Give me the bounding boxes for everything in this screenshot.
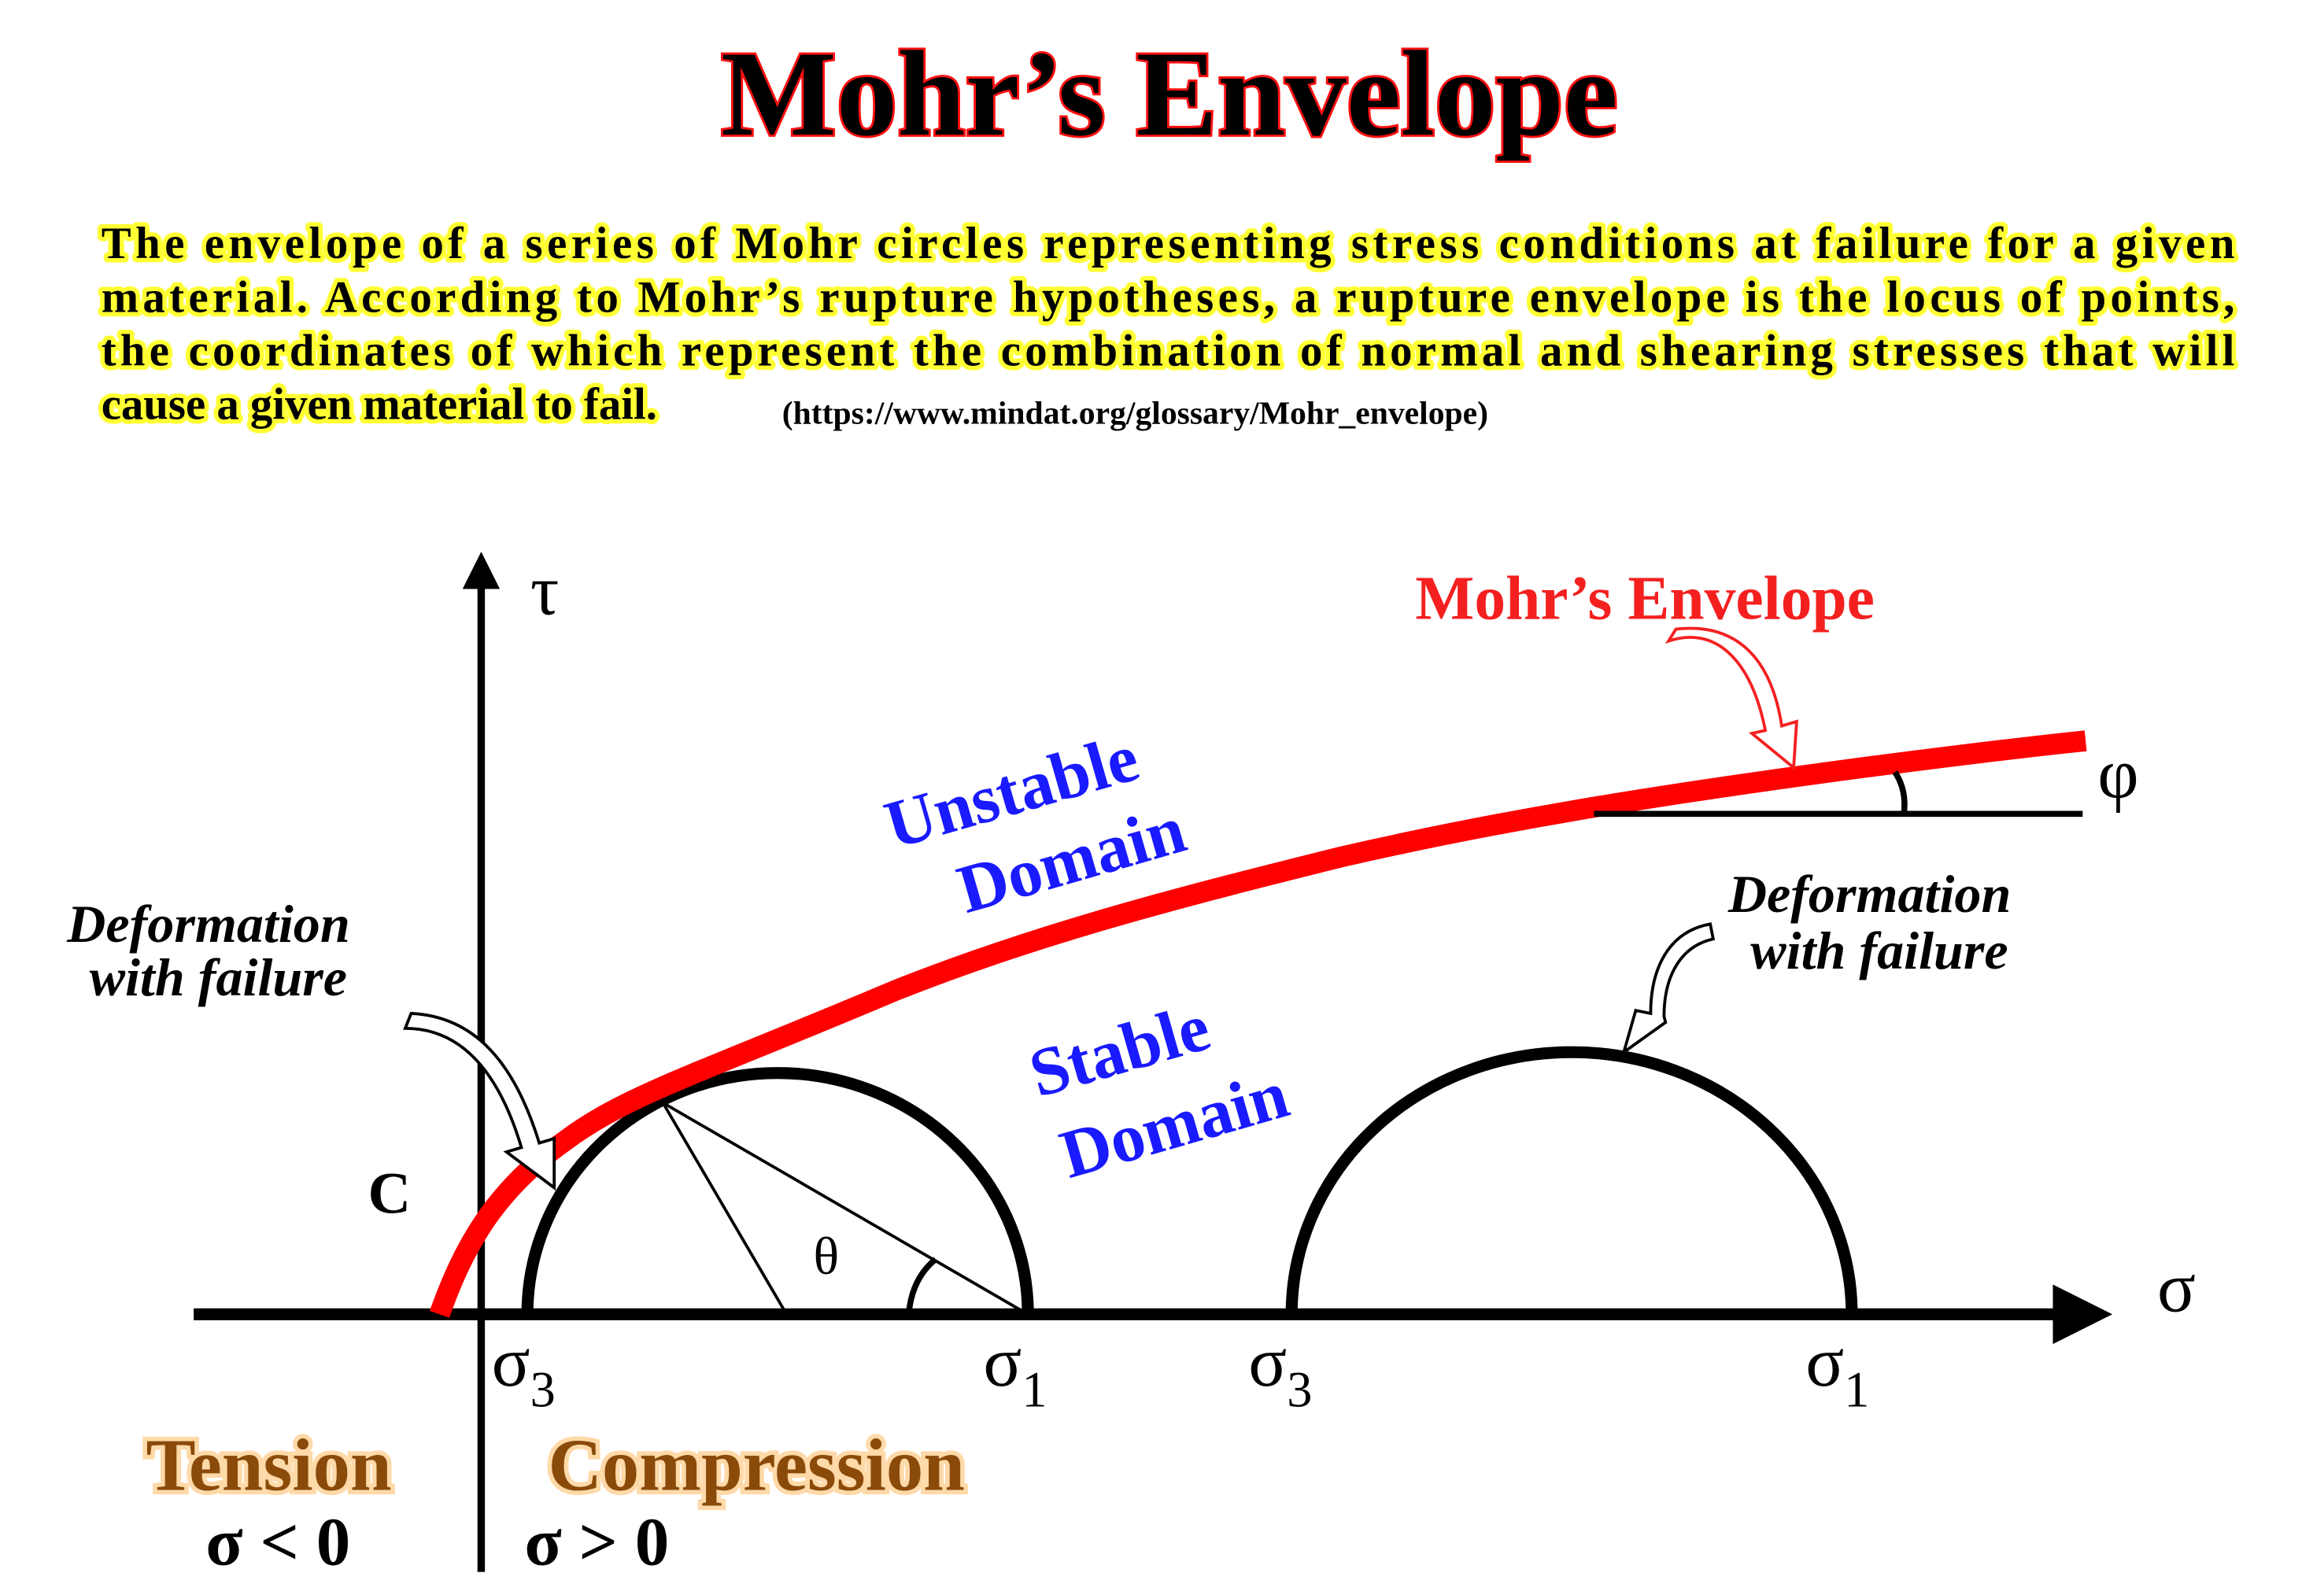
deformation-right-arrow bbox=[1621, 922, 1716, 1056]
compression-condition: σ > 0 bbox=[524, 1503, 669, 1579]
definition-paragraph: The envelope of a series of Mohr circles… bbox=[97, 215, 2239, 434]
mohr-envelope-curve bbox=[429, 730, 2087, 1318]
envelope-label: Mohr’s Envelope bbox=[1415, 563, 1875, 633]
phi-angle-arc bbox=[1892, 770, 1908, 814]
circle2-sigma3-label: σ3 bbox=[1248, 1322, 1312, 1418]
svg-text:with failure: with failure bbox=[1750, 921, 2008, 980]
page-title: Mohr’s Envelope bbox=[721, 26, 1618, 161]
deformation-left-arrow bbox=[403, 1011, 556, 1191]
envelope-pointer-arrow bbox=[1664, 626, 1798, 771]
sigma-axis-label: σ bbox=[2157, 1248, 2196, 1327]
deformation-left-label: Deformation with failure bbox=[66, 894, 350, 1007]
definition-line-2: material. According to Mohr’s rupture hy… bbox=[102, 272, 2235, 322]
definition-line-3: the coordinates of which represent the c… bbox=[102, 327, 2235, 376]
definition-line-1: The envelope of a series of Mohr circles… bbox=[102, 219, 2235, 268]
circle1-sigma1-label: σ1 bbox=[983, 1322, 1047, 1418]
tension-condition: σ < 0 bbox=[205, 1503, 350, 1579]
svg-text:with failure: with failure bbox=[90, 947, 347, 1007]
definition-line-4: cause a given material to fail. bbox=[102, 380, 657, 430]
deformation-right-label: Deformation with failure bbox=[1727, 864, 2012, 980]
compression-label: Compression bbox=[549, 1425, 965, 1507]
cohesion-label: C bbox=[368, 1161, 412, 1227]
stable-domain-label: Stable Domain bbox=[1021, 988, 1296, 1193]
theta-label: θ bbox=[814, 1226, 840, 1286]
tau-axis-label: τ bbox=[530, 551, 560, 630]
theta-angle-arc bbox=[905, 1257, 938, 1315]
mohr-circle-1 bbox=[521, 1067, 1034, 1315]
failure-plane-line bbox=[662, 1101, 1029, 1316]
svg-text:Deformation: Deformation bbox=[66, 894, 350, 954]
tension-label: Tension bbox=[146, 1425, 392, 1507]
mohr-circle-2 bbox=[1285, 1046, 1858, 1315]
phi-label: φ bbox=[2097, 733, 2138, 813]
circle1-sigma3-label: σ3 bbox=[492, 1322, 556, 1418]
source-url: (https://www.mindat.org/glossary/Mohr_en… bbox=[782, 395, 1488, 431]
radius-line bbox=[661, 1102, 789, 1316]
svg-text:Deformation: Deformation bbox=[1727, 864, 2012, 924]
circle2-sigma1-label: σ1 bbox=[1805, 1322, 1869, 1418]
